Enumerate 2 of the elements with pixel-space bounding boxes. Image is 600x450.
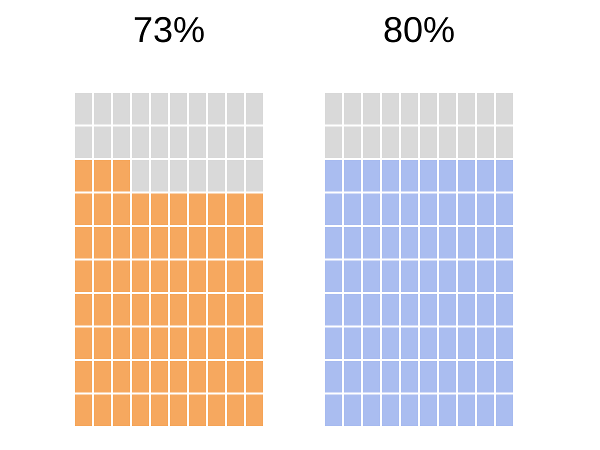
data-label: 73% (132, 9, 206, 50)
data-label: 80% (382, 9, 456, 50)
